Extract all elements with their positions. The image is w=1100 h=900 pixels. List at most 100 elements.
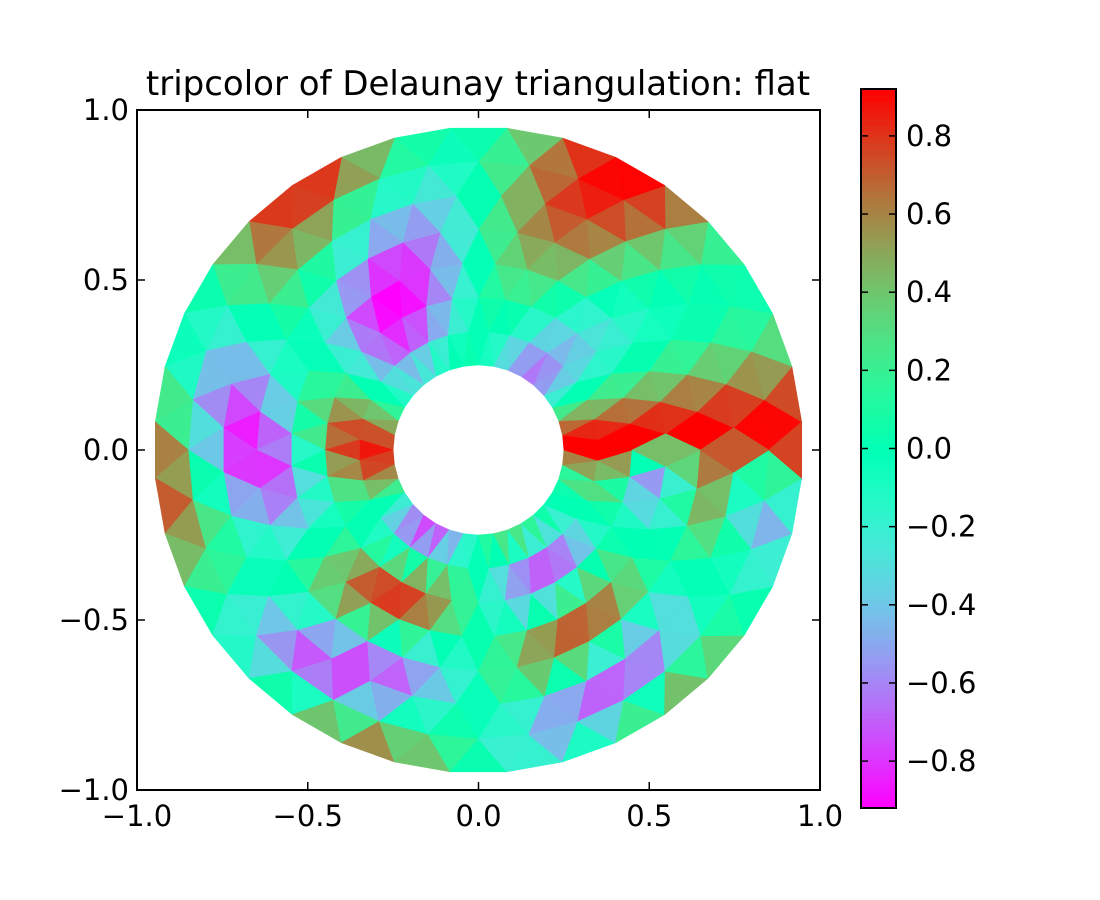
colorbar-tick-label: −0.2 [906, 510, 976, 544]
colorbar-tick-label: −0.4 [906, 588, 976, 622]
tripcolor-mesh [155, 127, 802, 773]
colorbar-strip [861, 262, 896, 270]
colorbar-strip [861, 376, 896, 384]
colorbar-strip [861, 130, 896, 138]
colorbar-strip [861, 532, 896, 539]
colorbar-strip [861, 544, 896, 551]
colorbar-strip [861, 658, 896, 665]
y-tick-label: 1.0 [83, 93, 129, 127]
colorbar-strip [861, 220, 896, 228]
colorbar-strip [861, 274, 896, 282]
colorbar-strip [861, 694, 896, 701]
colorbar-strip [861, 682, 896, 689]
colorbar-strip [861, 412, 896, 420]
colorbar-strip [861, 448, 896, 456]
colorbar-strip [861, 778, 896, 785]
colorbar-strip [861, 118, 896, 126]
y-tick-label: −0.5 [59, 603, 129, 637]
colorbar-strip [861, 550, 896, 557]
colorbar-gradient [861, 89, 896, 809]
colorbar-strip [861, 202, 896, 210]
colorbar-strip [861, 592, 896, 599]
colorbar-strip [861, 89, 896, 96]
colorbar-strip [861, 484, 896, 492]
colorbar-strip [861, 106, 896, 114]
colorbar-strip [861, 100, 896, 108]
colorbar-strip [861, 568, 896, 575]
x-tick-label: 0.0 [455, 799, 501, 833]
colorbar-strip [861, 268, 896, 276]
colorbar-strip [861, 406, 896, 414]
colorbar-strip [861, 580, 896, 587]
colorbar-strip [861, 148, 896, 156]
colorbar-strip [861, 436, 896, 444]
colorbar-strip [861, 196, 896, 204]
colorbar-strip [861, 190, 896, 198]
colorbar-strip [861, 760, 896, 767]
colorbar-strip [861, 394, 896, 402]
colorbar-strip [861, 772, 896, 779]
colorbar-strip [861, 628, 896, 635]
colorbar-strip [861, 400, 896, 408]
colorbar-strip [861, 304, 896, 312]
colorbar-strip [861, 766, 896, 773]
colorbar-strip [861, 610, 896, 617]
colorbar-strip [861, 664, 896, 671]
colorbar-strip [861, 340, 896, 348]
colorbar-strip [861, 622, 896, 629]
colorbar-strip [861, 172, 896, 180]
colorbar-strip [861, 238, 896, 246]
colorbar-strip [861, 652, 896, 659]
y-tick-label: −1.0 [59, 773, 129, 807]
colorbar-tick-label: 0.2 [906, 353, 952, 387]
colorbar-strip [861, 598, 896, 605]
colorbar-strip [861, 124, 896, 132]
colorbar-strip [861, 556, 896, 563]
colorbar-strip [861, 718, 896, 725]
chart-title: tripcolor of Delaunay triangulation: fla… [146, 64, 810, 104]
colorbar-strip [861, 736, 896, 743]
colorbar-strip [861, 634, 896, 641]
colorbar-strip [861, 346, 896, 354]
colorbar-strip [861, 478, 896, 486]
colorbar-strip [861, 742, 896, 749]
colorbar-strip [861, 292, 896, 300]
mesh-triangle [597, 439, 633, 461]
colorbar-strip [861, 370, 896, 378]
colorbar-strip [861, 724, 896, 731]
colorbar-strip [861, 298, 896, 306]
colorbar-strip [861, 310, 896, 318]
colorbar-strip [861, 328, 896, 336]
colorbar-strip [861, 142, 896, 150]
colorbar-strip [861, 490, 896, 498]
y-axis: −1.0 −0.5 0.0 0.5 1.0 [59, 93, 820, 807]
colorbar-strip [861, 730, 896, 737]
colorbar-strip [861, 208, 896, 216]
colorbar-strip [861, 790, 896, 797]
colorbar-strip [861, 382, 896, 390]
colorbar-strip [861, 688, 896, 695]
mesh-triangle [733, 427, 770, 473]
colorbar-strip [861, 280, 896, 288]
colorbar-strip [861, 526, 896, 533]
colorbar-strip [861, 604, 896, 611]
colorbar-strip [861, 184, 896, 192]
colorbar-strip [861, 226, 896, 234]
colorbar-strip [861, 112, 896, 120]
x-tick-label: 1.0 [797, 799, 843, 833]
colorbar-strip [861, 502, 896, 510]
colorbar-strip [861, 178, 896, 186]
colorbar-strip [861, 514, 896, 521]
colorbar-strip [861, 466, 896, 474]
colorbar-strip [861, 352, 896, 360]
colorbar-strip [861, 574, 896, 581]
colorbar-strip [861, 616, 896, 623]
colorbar-strip [861, 670, 896, 677]
colorbar-strip [861, 520, 896, 527]
mesh-triangle [768, 421, 802, 479]
colorbar-strip [861, 154, 896, 162]
x-axis: −1.0 −0.5 0.0 0.5 1.0 [102, 110, 843, 833]
colorbar-strip [861, 538, 896, 545]
y-tick-label: 0.0 [83, 433, 129, 467]
